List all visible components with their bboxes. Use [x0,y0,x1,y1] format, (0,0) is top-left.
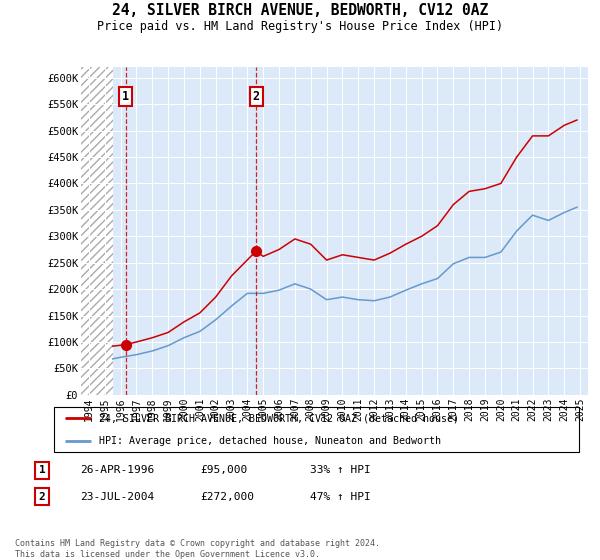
Text: 1: 1 [122,90,129,103]
Text: £272,000: £272,000 [200,492,254,502]
Text: 26-APR-1996: 26-APR-1996 [80,465,154,475]
Text: HPI: Average price, detached house, Nuneaton and Bedworth: HPI: Average price, detached house, Nune… [98,436,440,446]
Text: Contains HM Land Registry data © Crown copyright and database right 2024.
This d: Contains HM Land Registry data © Crown c… [15,539,380,559]
Text: 24, SILVER BIRCH AVENUE, BEDWORTH, CV12 0AZ (detached house): 24, SILVER BIRCH AVENUE, BEDWORTH, CV12 … [98,413,458,423]
Text: 2: 2 [253,90,260,103]
Text: Price paid vs. HM Land Registry's House Price Index (HPI): Price paid vs. HM Land Registry's House … [97,20,503,33]
Text: 33% ↑ HPI: 33% ↑ HPI [310,465,371,475]
Text: 47% ↑ HPI: 47% ↑ HPI [310,492,371,502]
Text: £95,000: £95,000 [200,465,247,475]
Text: 23-JUL-2004: 23-JUL-2004 [80,492,154,502]
Text: 24, SILVER BIRCH AVENUE, BEDWORTH, CV12 0AZ: 24, SILVER BIRCH AVENUE, BEDWORTH, CV12 … [112,3,488,18]
Text: 1: 1 [38,465,46,475]
Bar [81,67,113,395]
Text: 2: 2 [38,492,46,502]
